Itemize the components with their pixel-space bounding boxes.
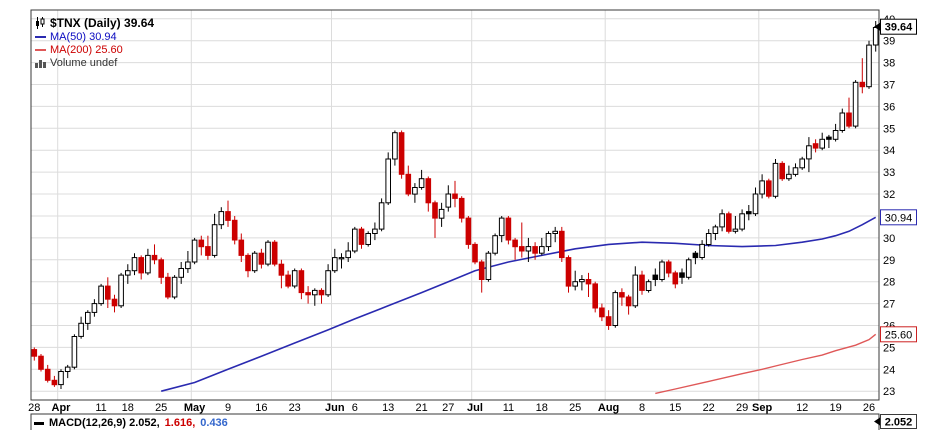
svg-text:26: 26 [863,402,875,414]
symbol-title: $TNX (Daily) 39.64 [50,15,155,30]
svg-text:36: 36 [883,101,895,113]
svg-text:15: 15 [669,402,681,414]
svg-text:13: 13 [382,402,394,414]
candlestick-chart-icon [35,16,46,29]
svg-text:37: 37 [883,80,895,92]
svg-text:38: 38 [883,58,895,70]
ma50-legend: MA(50) 30.94 [35,30,154,43]
ma200-line [655,333,877,395]
svg-text:6: 6 [352,402,358,414]
svg-text:12: 12 [796,402,808,414]
svg-text:23: 23 [289,402,301,414]
svg-text:Aug: Aug [598,402,619,414]
macd-line-swatch [34,421,44,425]
svg-text:27: 27 [442,402,454,414]
svg-text:24: 24 [883,364,895,376]
macd-signal-value: 1.616, [164,417,196,429]
volume-legend: Volume undef [35,56,154,69]
svg-text:29: 29 [736,402,748,414]
ma50-line-swatch [35,35,46,38]
svg-text:11: 11 [503,402,514,414]
svg-text:25: 25 [569,402,581,414]
svg-text:33: 33 [883,167,895,179]
macd-label: MACD(12,26,9) 2.052, [49,417,160,429]
svg-text:9: 9 [225,402,231,414]
svg-text:Apr: Apr [52,402,72,414]
macd-legend: MACD(12,26,9) 2.052, 1.616, 0.436 [34,417,228,429]
svg-text:18: 18 [536,402,548,414]
volume-bars-icon [35,58,46,68]
svg-text:19: 19 [829,402,841,414]
svg-text:28: 28 [883,277,895,289]
svg-text:30.94: 30.94 [885,212,913,224]
volume-label: Volume undef [50,56,118,69]
svg-text:29: 29 [883,255,895,267]
svg-text:8: 8 [639,402,645,414]
svg-text:32: 32 [883,189,895,201]
svg-text:25: 25 [883,342,895,354]
chart-legend: $TNX (Daily) 39.64 MA(50) 30.94 MA(200) … [35,15,154,69]
ma200-line-swatch [35,48,46,51]
svg-text:18: 18 [122,402,134,414]
svg-text:27: 27 [883,299,895,311]
svg-text:28: 28 [28,402,40,414]
ma200-label: MA(200) 25.60 [50,43,123,56]
x-axis: 28 Apr 11 18 25 May 9 16 23 Jun 6 13 21 27 Jul 11 18 25 Au… [28,402,875,414]
ma50-label: MA(50) 30.94 [50,30,117,43]
svg-text:23: 23 [883,386,895,398]
svg-text:30: 30 [883,233,895,245]
macd-panel-border [30,413,880,430]
svg-text:39: 39 [883,36,895,48]
svg-text:May: May [184,402,206,414]
svg-text:11: 11 [95,402,106,414]
price-badges: 39.64 30.94 25.60 2.052 [874,18,917,429]
svg-text:Sep: Sep [752,402,772,414]
symbol-title-row: $TNX (Daily) 39.64 [35,15,154,30]
svg-text:Jun: Jun [325,402,345,414]
svg-text:21: 21 [415,402,427,414]
svg-text:2.052: 2.052 [885,417,913,429]
svg-text:22: 22 [703,402,715,414]
macd-hist-value: 0.436 [200,417,228,429]
svg-text:34: 34 [883,145,895,157]
candles [31,21,879,389]
ma200-legend: MA(200) 25.60 [35,43,154,56]
main-panel-border [30,9,880,401]
svg-text:Jul: Jul [467,402,483,414]
svg-text:39.64: 39.64 [885,22,913,34]
svg-text:25.60: 25.60 [885,329,913,341]
svg-text:25: 25 [155,402,167,414]
svg-text:35: 35 [883,123,895,135]
ma50-line [160,216,877,392]
svg-text:16: 16 [255,402,267,414]
